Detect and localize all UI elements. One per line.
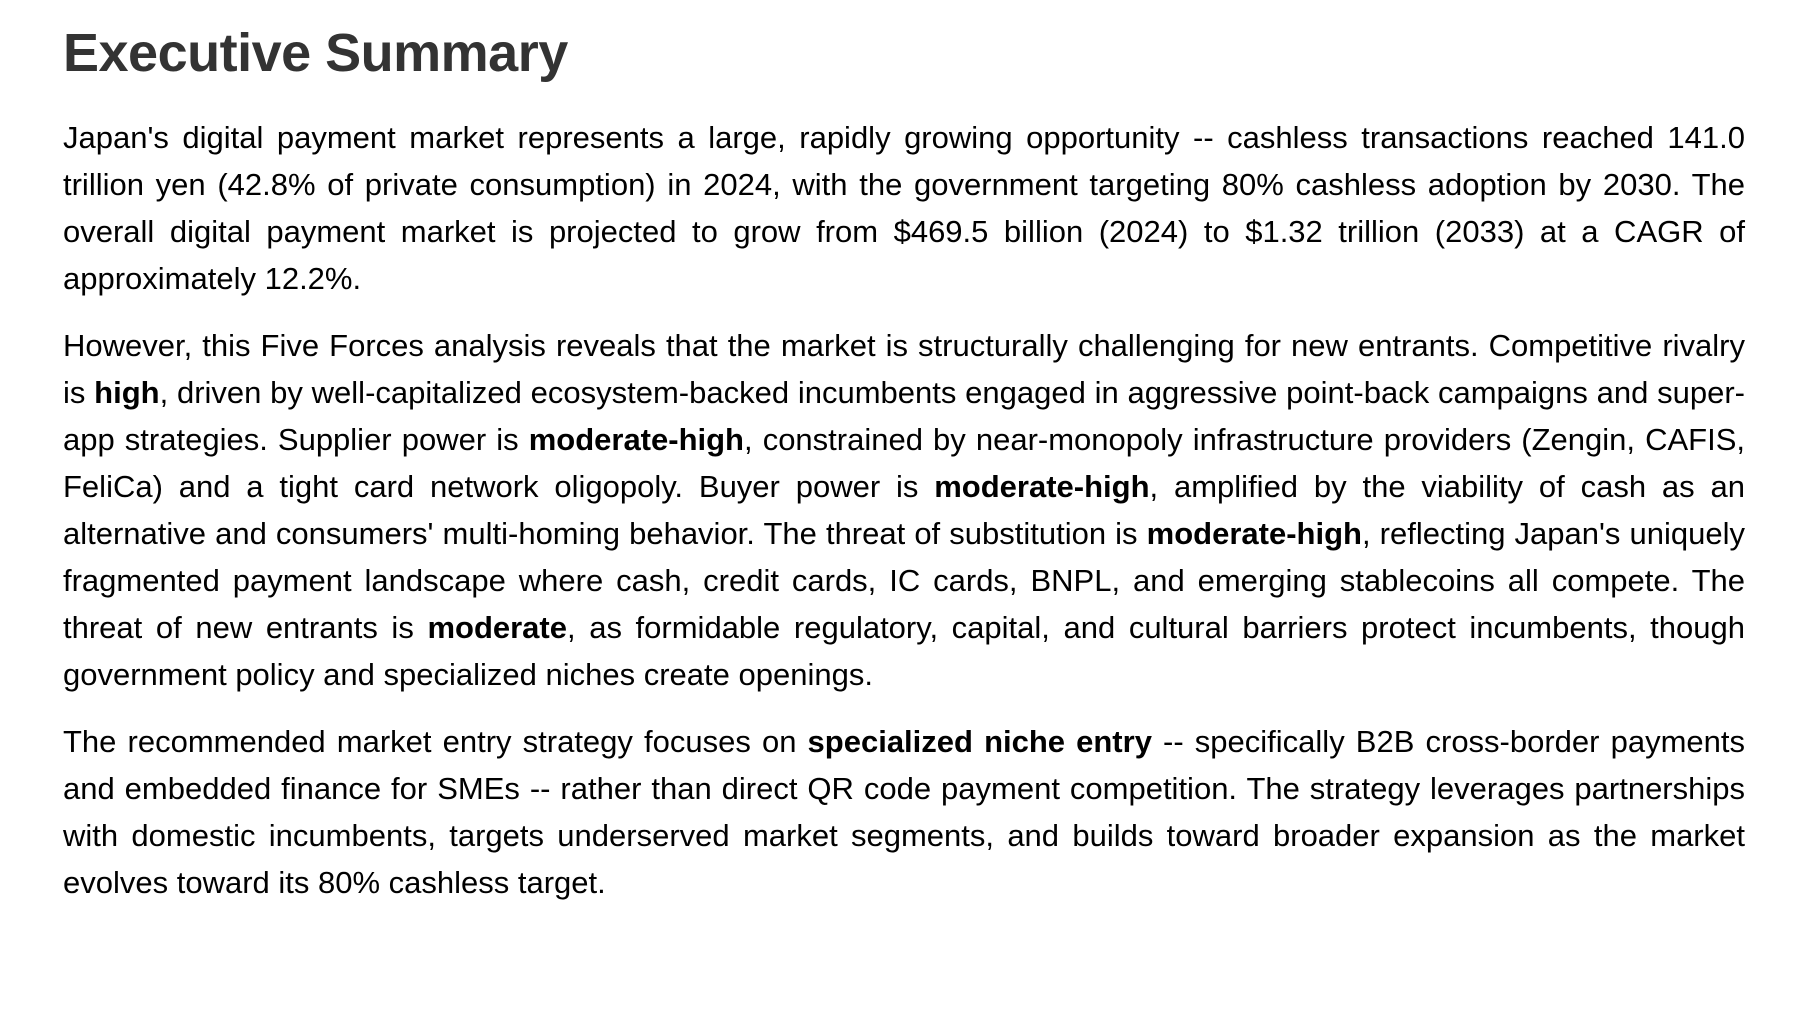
body-text: , amplified by the viability of cash as … xyxy=(63,469,1745,552)
paragraph-market-overview: Japan's digital payment market represent… xyxy=(63,114,1745,302)
emphasis-text: moderate-high xyxy=(934,469,1150,505)
emphasis-text: moderate-high xyxy=(1146,516,1362,552)
body-text: However, this Five Forces analysis revea… xyxy=(63,328,1745,411)
body-text: The recommended market entry strategy fo… xyxy=(63,724,808,760)
body-text: , constrained by near-monopoly infrastru… xyxy=(63,422,1745,505)
emphasis-text: moderate xyxy=(427,610,567,646)
page-title: Executive Summary xyxy=(63,23,568,83)
executive-summary-section: Japan's digital payment market represent… xyxy=(63,114,1745,906)
paragraph-five-forces-analysis: However, this Five Forces analysis revea… xyxy=(63,322,1745,698)
emphasis-text: high xyxy=(94,375,160,411)
body-text: -- specifically B2B cross-border payment… xyxy=(63,724,1745,901)
emphasis-text: moderate-high xyxy=(528,422,744,458)
body-text: , driven by well-capitalized ecosystem-b… xyxy=(63,375,1745,458)
emphasis-text: specialized niche entry xyxy=(807,724,1152,760)
body-text: , reflecting Japan's uniquely fragmented… xyxy=(63,516,1745,646)
body-text: , as formidable regulatory, capital, and… xyxy=(63,610,1745,693)
document-body: Executive Summary Japan's digital paymen… xyxy=(63,23,1745,906)
paragraph-recommended-strategy: The recommended market entry strategy fo… xyxy=(63,718,1745,906)
body-text: Japan's digital payment market represent… xyxy=(63,120,1745,297)
